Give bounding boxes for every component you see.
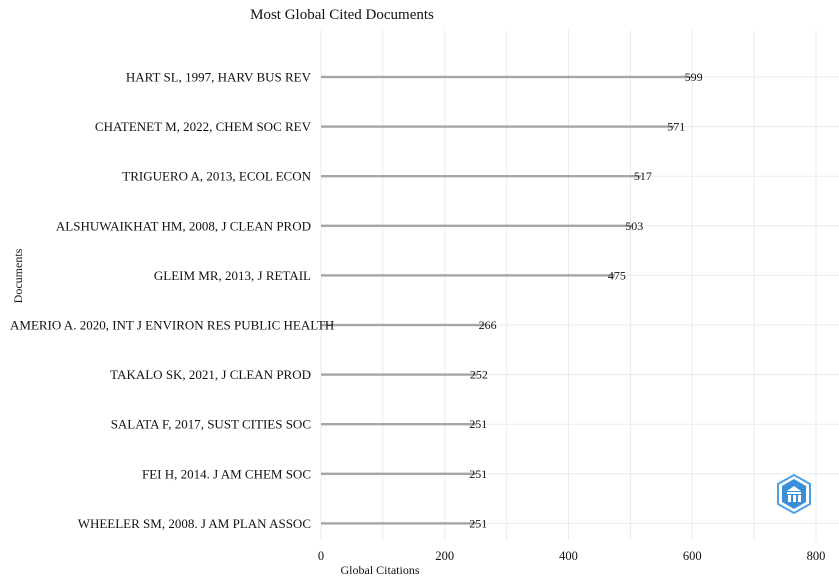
- x-axis-label: Global Citations: [341, 563, 420, 577]
- value-label: 503: [625, 219, 643, 233]
- gridlines: [320, 30, 839, 540]
- category-labels: HART SL, 1997, HARV BUS REV CHATENET M, 2…: [10, 70, 334, 531]
- bar: [321, 274, 615, 277]
- category-label: TRIGUERO A, 2013, ECOL ECON: [122, 169, 311, 184]
- value-label: 599: [685, 70, 703, 84]
- bar: [321, 224, 633, 227]
- category-label: GLEIM MR, 2013, J RETAIL: [154, 268, 311, 283]
- category-label: HART SL, 1997, HARV BUS REV: [126, 70, 312, 85]
- shield-logo-icon: [776, 473, 812, 515]
- bar: [321, 175, 641, 178]
- x-tick-label: 400: [559, 549, 578, 563]
- value-labels: 599 571 517 503 475 266 252 251 251 251: [469, 70, 702, 530]
- value-label: 517: [634, 169, 652, 183]
- bar: [321, 423, 477, 426]
- bar: [321, 373, 477, 376]
- x-tick-label: 0: [318, 549, 324, 563]
- chart-title: Most Global Cited Documents: [250, 7, 434, 23]
- category-label: FEI H, 2014. J AM CHEM SOC: [142, 466, 311, 481]
- value-label: 251: [469, 467, 487, 481]
- bar: [321, 472, 477, 475]
- bars: [321, 75, 692, 525]
- y-axis-label: Documents: [11, 248, 25, 303]
- x-tick-label: 800: [807, 549, 826, 563]
- x-tick-labels: 0 200 400 600 800: [318, 549, 826, 563]
- category-label: TAKALO SK, 2021, J CLEAN PROD: [110, 367, 311, 382]
- value-label: 252: [470, 368, 488, 382]
- category-label: AMERIO A. 2020, INT J ENVIRON RES PUBLIC…: [10, 318, 334, 333]
- category-label: WHEELER SM, 2008. J AM PLAN ASSOC: [78, 516, 311, 531]
- category-label: ALSHUWAIKHAT HM, 2008, J CLEAN PROD: [56, 218, 311, 233]
- x-tick-label: 600: [683, 549, 702, 563]
- value-label: 251: [469, 516, 487, 530]
- value-label: 571: [667, 120, 685, 134]
- bar: [321, 75, 692, 79]
- value-label: 251: [469, 417, 487, 431]
- bar: [321, 323, 486, 327]
- category-label: CHATENET M, 2022, CHEM SOC REV: [95, 119, 312, 134]
- value-label: 266: [479, 318, 497, 332]
- x-tick-label: 200: [435, 549, 454, 563]
- bar: [321, 125, 675, 128]
- category-label: SALATA F, 2017, SUST CITIES SOC: [111, 417, 311, 432]
- value-label: 475: [608, 268, 626, 282]
- bar: [321, 522, 477, 525]
